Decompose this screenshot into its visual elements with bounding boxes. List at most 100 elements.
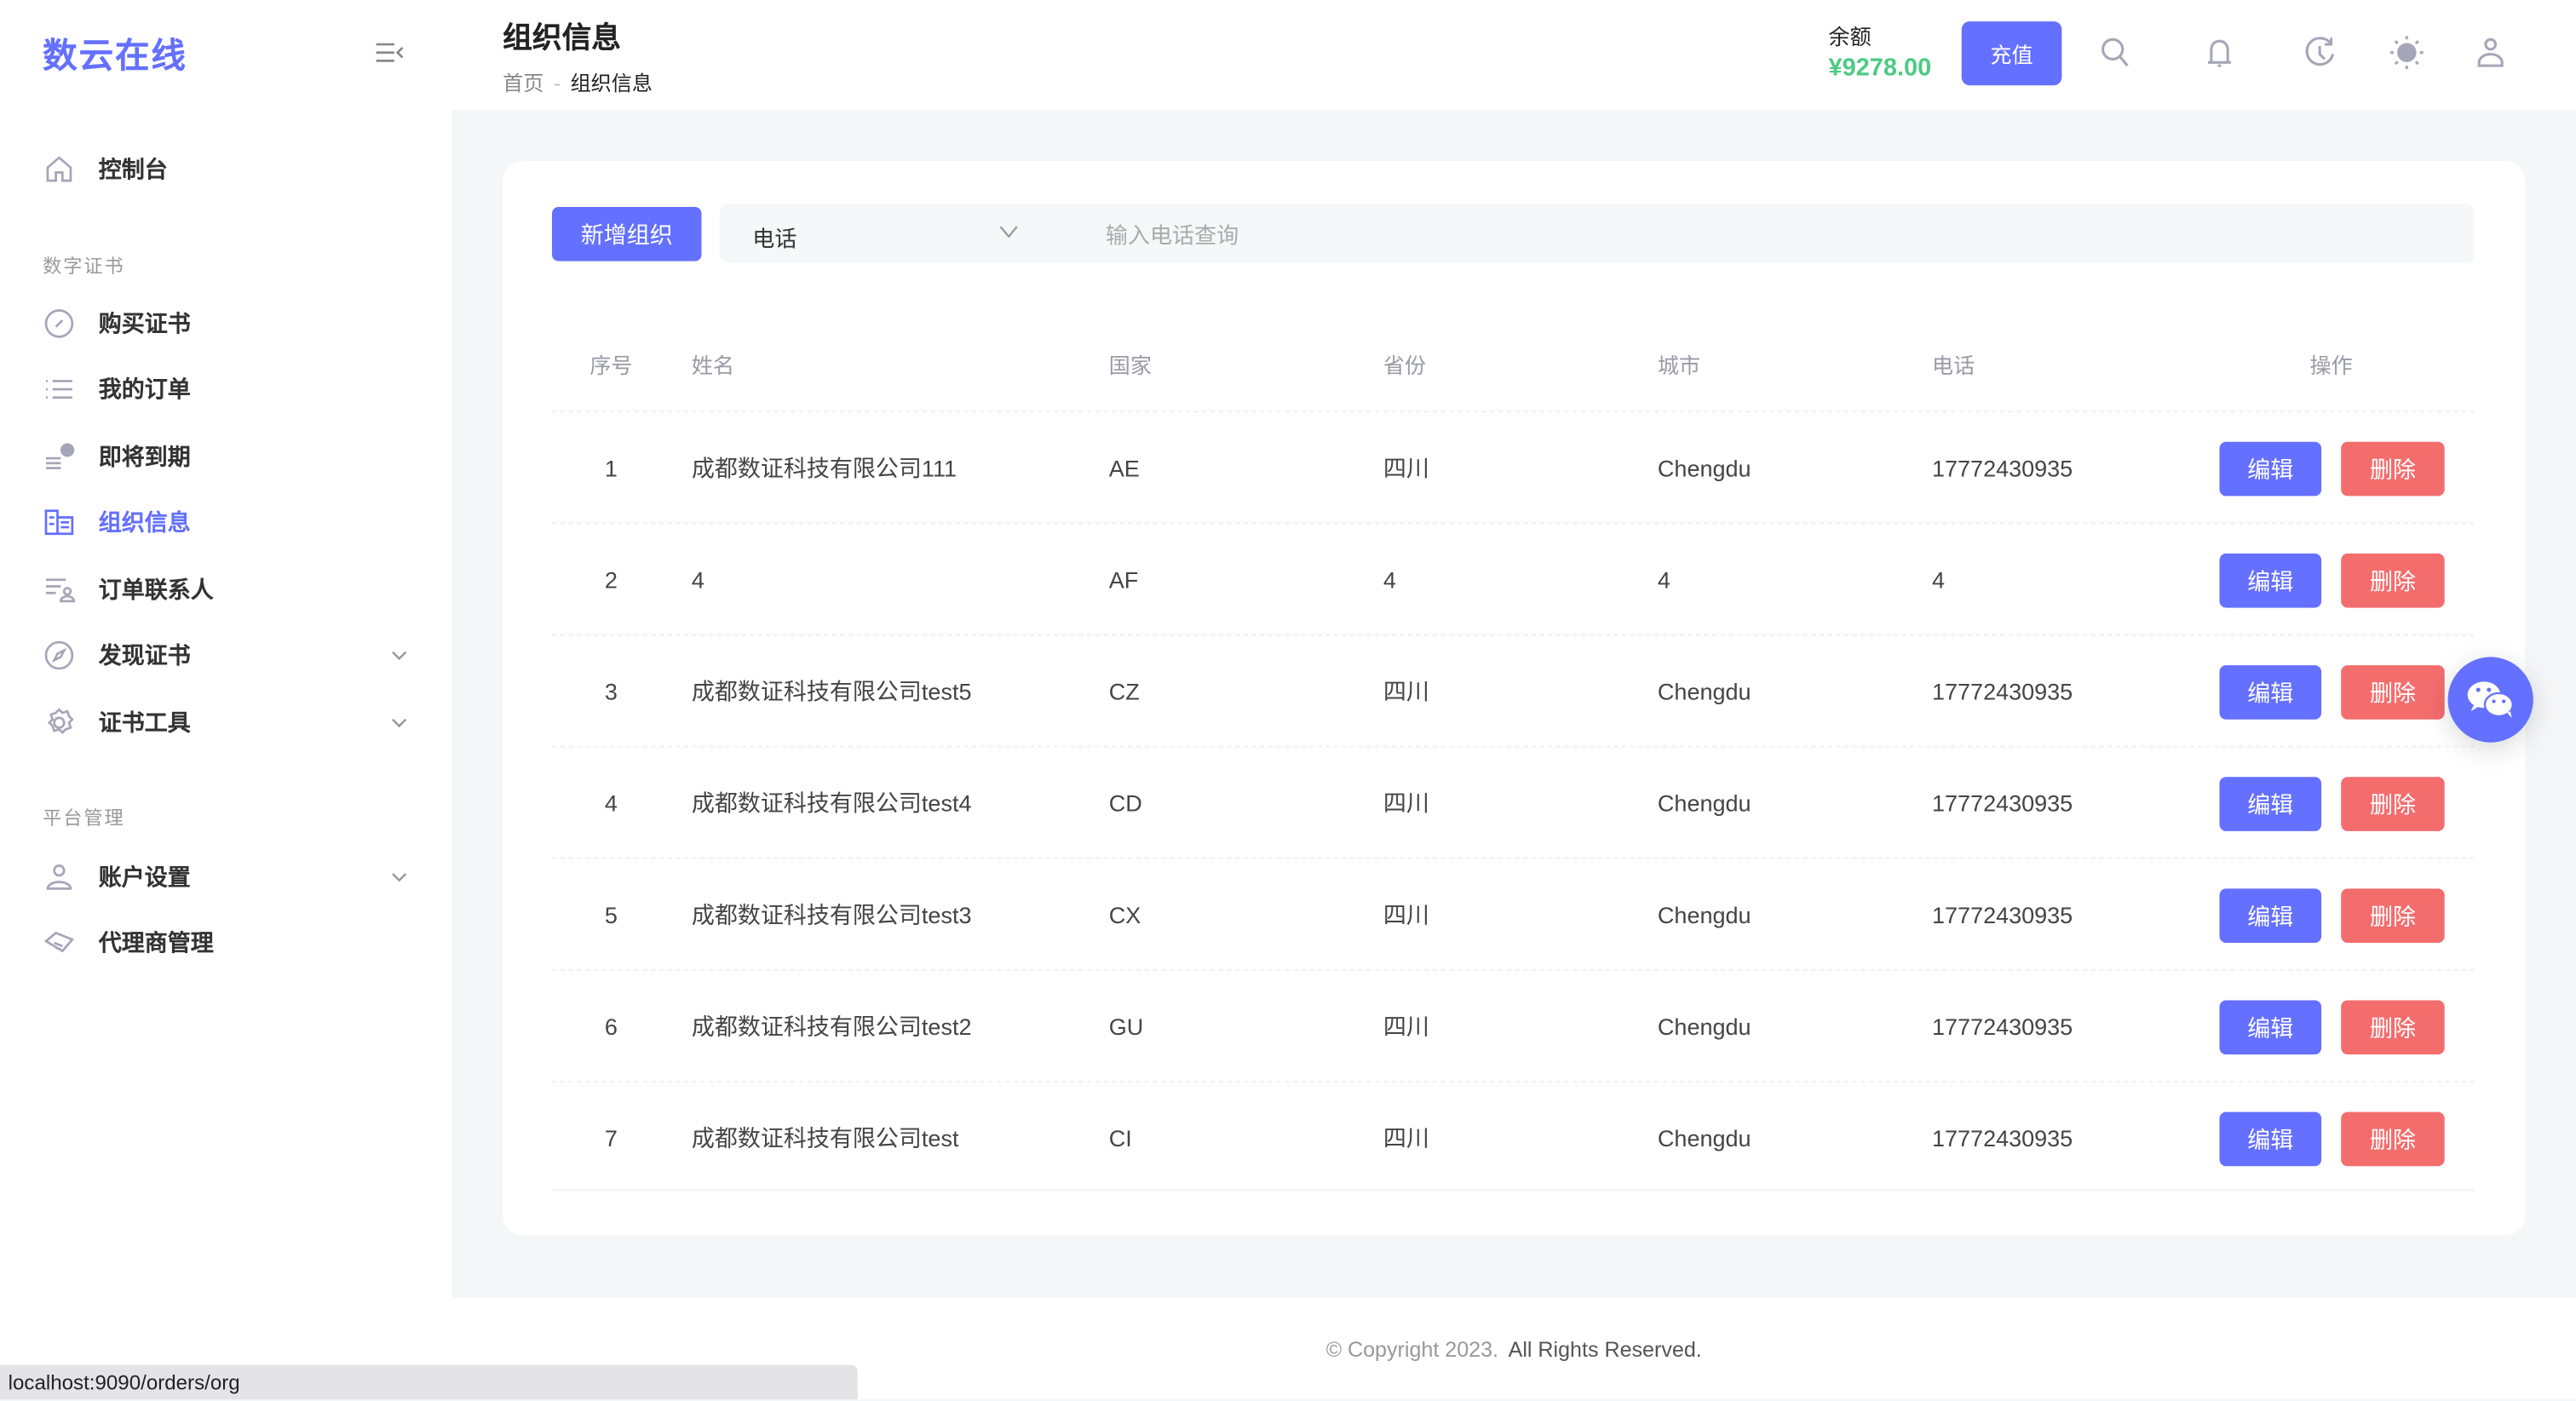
handshake-icon	[43, 931, 75, 953]
cell-index: 2	[604, 566, 618, 594]
contact-list-icon	[45, 578, 76, 603]
table-row: 3 成都数证科技有限公司test5 CZ 四川 Chengdu 17772430935 编辑…	[551, 634, 2475, 747]
header: 组织信息 首页 - 组织信息 余额 ¥9278.00 充值	[451, 0, 2576, 111]
breadcrumb-current: 组织信息	[570, 72, 653, 95]
user-icon[interactable]	[2472, 34, 2508, 70]
add-organization-button[interactable]: 新增组织	[551, 206, 702, 261]
sidebar-item-4[interactable]: 即将到期	[0, 427, 451, 485]
cell-name: 成都数证科技有限公司test4	[691, 789, 972, 817]
edit-button[interactable]: 编辑	[2219, 665, 2322, 720]
rights-text: All Rights Reserved.	[1508, 1336, 1702, 1362]
search-bar: 电话	[719, 204, 2475, 267]
filter-field-select[interactable]: 电话	[752, 227, 797, 252]
breadcrumb-separator: -	[553, 72, 561, 95]
cell-phone: 17772430935	[1931, 789, 2073, 817]
search-icon[interactable]	[2098, 34, 2134, 70]
cell-phone: 17772430935	[1931, 1125, 2073, 1151]
sidebar-item-0[interactable]: 控制台	[0, 140, 451, 198]
sun-icon[interactable]	[2389, 34, 2424, 70]
cell-index: 6	[604, 1013, 618, 1040]
cell-city: 4	[1657, 566, 1670, 594]
breadcrumb-home[interactable]: 首页	[503, 72, 544, 95]
cell-index: 4	[604, 789, 618, 817]
cell-province: 四川	[1383, 1013, 1429, 1040]
column-header: 序号	[589, 353, 633, 378]
recharge-button[interactable]: 充值	[1961, 21, 2062, 86]
delete-button[interactable]: 删除	[2341, 441, 2445, 497]
table-row: 6 成都数证科技有限公司test2 GU 四川 Chengdu 17772430935 编辑…	[551, 968, 2475, 1082]
table-bottom-border	[551, 1189, 2475, 1191]
phone-search-input[interactable]	[1102, 204, 2457, 267]
wechat-icon	[2467, 681, 2514, 718]
table-row: 7 成都数证科技有限公司test CI 四川 Chengdu 17772430935 编辑删…	[551, 1080, 2475, 1194]
cell-country: AE	[1108, 455, 1140, 482]
delete-button[interactable]: 删除	[2341, 777, 2445, 831]
delete-button[interactable]: 删除	[2341, 553, 2445, 608]
list-icon	[45, 380, 72, 399]
edit-button[interactable]: 编辑	[2219, 1000, 2322, 1055]
sidebar-item-7[interactable]: 发现证书	[0, 626, 451, 685]
sidebar-item-label: 账户设置	[98, 864, 191, 891]
home-icon	[46, 156, 72, 182]
sidebar-item-label: 即将到期	[98, 443, 191, 470]
delete-button[interactable]: 删除	[2341, 1111, 2445, 1167]
column-header: 国家	[1108, 353, 1152, 378]
chevron-down-icon[interactable]	[999, 223, 1019, 239]
cell-name: 成都数证科技有限公司test	[691, 1125, 959, 1151]
sidebar-item-11[interactable]: 代理商管理	[0, 913, 451, 972]
chevron-down-icon[interactable]	[388, 644, 411, 667]
table-row: 1 成都数证科技有限公司111 AE 四川 Chengdu 17772430935 编辑 删除	[551, 411, 2475, 524]
copyright: © Copyright 2023. All Rights Reserved.	[451, 1337, 2576, 1362]
gear-icon	[47, 708, 74, 735]
logo: 数云在线	[43, 37, 187, 76]
bell-icon[interactable]	[2201, 34, 2237, 70]
table-row: 2 4 AF 4 4 4 编辑 删除	[551, 522, 2475, 635]
delete-button[interactable]: 删除	[2341, 1000, 2445, 1055]
cell-index: 1	[604, 455, 618, 482]
delete-button[interactable]: 删除	[2341, 888, 2445, 943]
edit-button[interactable]: 编辑	[2219, 777, 2322, 831]
edit-button[interactable]: 编辑	[2219, 553, 2322, 608]
sidebar-item-3[interactable]: 我的订单	[0, 359, 451, 418]
sidebar-item-10[interactable]: 账户设置	[0, 847, 451, 906]
edit-button[interactable]: 编辑	[2219, 888, 2322, 943]
collapse-menu-icon[interactable]	[375, 41, 405, 64]
status-bar-url: localhost:9090/orders/org	[0, 1364, 858, 1400]
table-row: 4 成都数证科技有限公司test4 CD 四川 Chengdu 17772430935 编辑…	[551, 745, 2475, 859]
cell-country: CD	[1108, 789, 1142, 817]
cell-name: 成都数证科技有限公司test5	[691, 678, 972, 705]
edit-button[interactable]: 编辑	[2219, 441, 2322, 497]
sidebar-item-label: 组织信息	[98, 508, 191, 536]
wechat-support-button[interactable]	[2447, 657, 2533, 743]
cell-city: Chengdu	[1657, 901, 1751, 928]
cell-province: 4	[1383, 566, 1396, 594]
cell-name: 成都数证科技有限公司test2	[691, 1013, 972, 1040]
chevron-down-icon[interactable]	[388, 865, 411, 888]
cell-province: 四川	[1383, 678, 1429, 705]
sidebar-item-label: 发现证书	[98, 642, 191, 669]
sidebar-item-label: 证书工具	[98, 709, 191, 736]
breadcrumb: 首页 - 组织信息	[503, 66, 653, 97]
sidebar-item-8[interactable]: 证书工具	[0, 693, 451, 752]
delete-button[interactable]: 删除	[2341, 665, 2445, 720]
sidebar-item-5[interactable]: 组织信息	[0, 493, 451, 552]
cell-province: 四川	[1383, 789, 1429, 817]
cell-country: CZ	[1108, 678, 1140, 705]
cell-country: CX	[1108, 901, 1141, 928]
sidebar-item-label: 代理商管理	[98, 929, 214, 956]
cell-name: 4	[691, 566, 704, 594]
sidebar-item-2[interactable]: 购买证书	[0, 294, 451, 353]
sidebar-item-6[interactable]: 订单联系人	[0, 560, 451, 619]
sidebar-item-label: 订单联系人	[98, 576, 214, 603]
sidebar-item-label: 控制台	[98, 156, 168, 183]
edit-button[interactable]: 编辑	[2219, 1111, 2322, 1167]
column-header: 电话	[1931, 353, 1975, 378]
chevron-down-icon[interactable]	[388, 711, 411, 734]
sidebar-item-label: 购买证书	[98, 310, 191, 337]
organization-icon	[44, 509, 74, 536]
cell-province: 四川	[1383, 1125, 1429, 1151]
sidebar-section-label: 平台管理	[43, 809, 125, 830]
page-title: 组织信息	[503, 21, 621, 55]
history-icon[interactable]	[2303, 34, 2339, 70]
